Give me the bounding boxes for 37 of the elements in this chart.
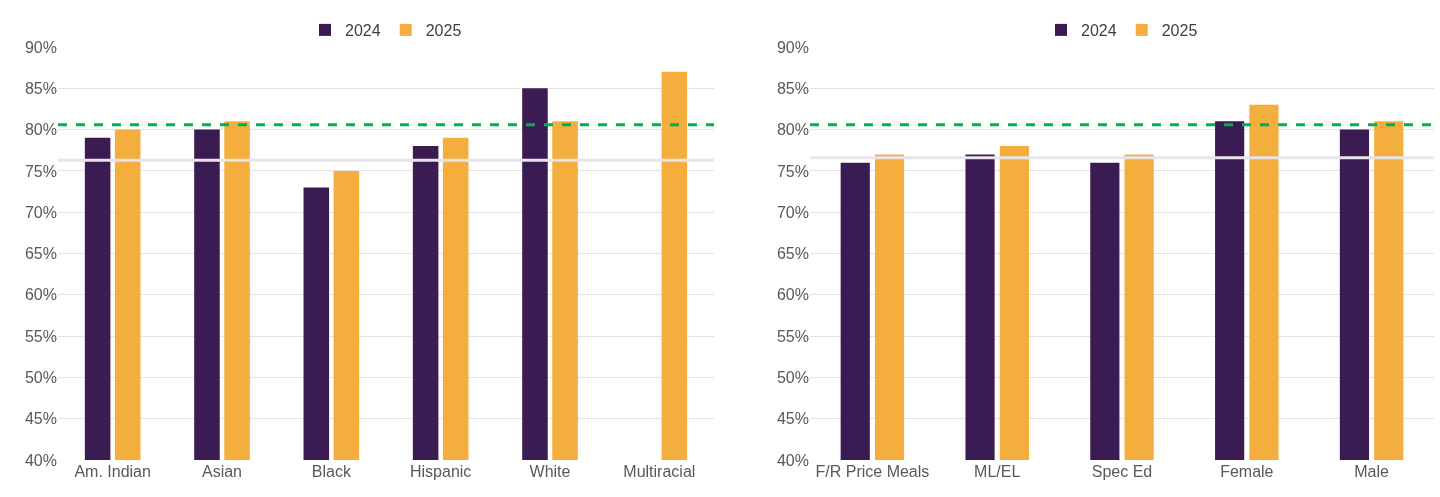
y-tick-label: 60% — [776, 286, 809, 304]
legend-label: 2025 — [425, 22, 462, 40]
x-tick-label: Am. Indian — [74, 463, 151, 480]
x-tick-label: F/R Price Meals — [815, 463, 930, 480]
y-tick-label: 40% — [776, 451, 809, 469]
y-tick-label: 80% — [776, 121, 809, 139]
y-tick-label: 45% — [24, 410, 57, 428]
y-tick-label: 70% — [24, 203, 57, 221]
x-tick-label: Hispanic — [409, 463, 472, 480]
legend-label: 2024 — [1081, 22, 1117, 40]
x-tick-label: Multiracial — [623, 463, 696, 480]
y-tick-label: 40% — [24, 451, 57, 469]
x-tick-label: Male — [1354, 463, 1390, 480]
y-tick-label: 85% — [776, 79, 809, 97]
x-tick-label: Black — [311, 463, 352, 480]
y-tick-label: 65% — [776, 245, 809, 263]
y-tick-label: 70% — [776, 203, 809, 221]
y-tick-label: 60% — [24, 286, 57, 304]
y-tick-label: 45% — [776, 410, 809, 428]
x-tick-label: White — [529, 463, 571, 480]
y-tick-label: 55% — [24, 327, 57, 345]
y-tick-label: 50% — [776, 369, 809, 386]
y-tick-label: 65% — [24, 245, 57, 263]
y-tick-label: 55% — [776, 327, 809, 345]
y-tick-label: 90% — [24, 38, 57, 56]
y-tick-label: 75% — [776, 162, 809, 180]
y-tick-label: 90% — [776, 38, 809, 56]
y-tick-label: 80% — [24, 121, 57, 139]
y-tick-label: 85% — [24, 79, 57, 97]
x-tick-label: Asian — [201, 463, 243, 480]
y-tick-label: 75% — [24, 162, 57, 180]
legend-label: 2024 — [345, 22, 381, 40]
y-tick-label: 50% — [24, 369, 57, 386]
legend-label: 2025 — [1161, 22, 1198, 40]
x-tick-label: ML/EL — [974, 463, 1021, 480]
x-tick-label: Female — [1220, 463, 1274, 480]
x-tick-label: Spec Ed — [1091, 463, 1153, 480]
